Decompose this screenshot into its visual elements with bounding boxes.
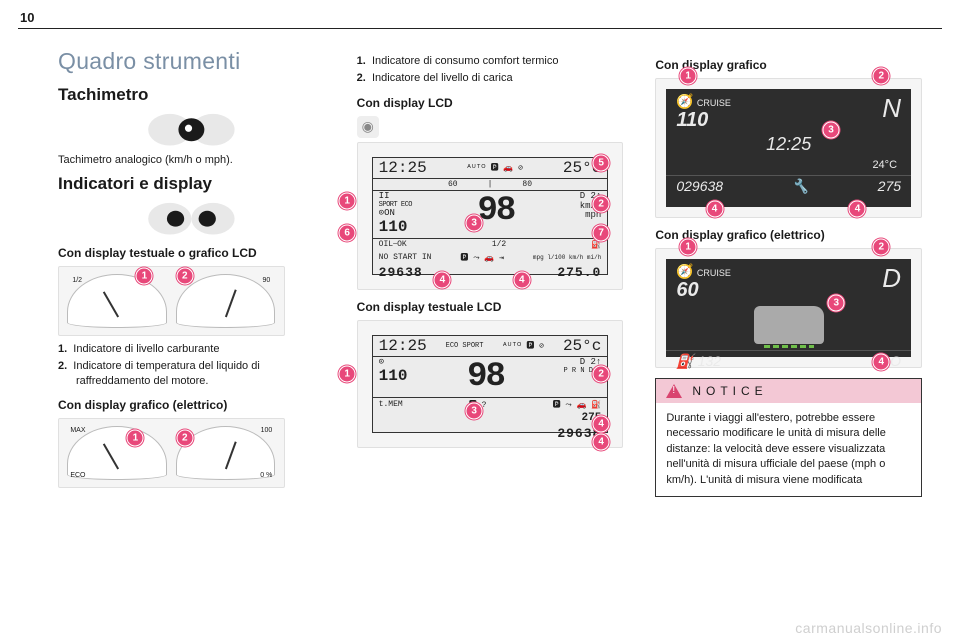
callout-badge: 7 xyxy=(593,225,610,242)
callout-badge: 2 xyxy=(593,365,610,382)
callout-badge: 4 xyxy=(434,271,451,288)
callout-badge: 6 xyxy=(339,225,356,242)
cluster-icon xyxy=(58,200,325,236)
callout-badge: 1 xyxy=(680,68,697,85)
figure-graphic-display-2: 🧭 CRUISE60 D ⛽ 132ECO 1234 xyxy=(655,248,922,368)
lcd-big-value: 98 xyxy=(467,358,504,396)
callout-badge: 3 xyxy=(466,214,483,231)
figure-lcd-display-1: 12:25ᴬᵁᵀᴼ 🅿 🚗 ⊘25°c 60|80 II SPORT ECO ⊙… xyxy=(357,142,624,290)
column-left: Quadro strumenti Tachimetro Tachimetro a… xyxy=(58,48,325,628)
list-item: 1. Indicatore di consumo comfort termico xyxy=(357,54,624,69)
gfx-temp: 24°C xyxy=(872,159,897,171)
callout-badge: 1 xyxy=(339,365,356,382)
heading-tachimetro: Tachimetro xyxy=(58,85,325,105)
lcd-unit-bot: mph xyxy=(580,211,602,221)
callout-badge: 4 xyxy=(593,433,610,450)
callout-badge: 2 xyxy=(873,238,890,255)
lcd-unit-right: mpg l/100 km/h mi/h xyxy=(533,255,601,260)
lcd-big-value: 98 xyxy=(477,192,514,230)
gauge-label: 100 xyxy=(261,427,273,434)
figure-dash-gauges-1: 1/2 1/290 12 xyxy=(58,266,285,336)
gauge-label: 90 xyxy=(263,277,271,284)
column-right: Con display grafico 🧭 CRUISE110 N 12:25 … xyxy=(655,48,922,628)
content-columns: Quadro strumenti Tachimetro Tachimetro a… xyxy=(58,48,922,628)
gfx-gear: N xyxy=(882,93,901,124)
list-item: 2. Indicatore di temperatura del liquido… xyxy=(58,359,325,389)
lcd-gear: D xyxy=(580,191,585,201)
gfx-cruise-value: 110 xyxy=(676,109,708,131)
callout-badge: 4 xyxy=(593,416,610,433)
lcd-trip: 275.0 xyxy=(557,265,601,280)
lcd-time: 12:25 xyxy=(379,337,427,355)
tacho-caption: Tachimetro analogico (km/h o mph). xyxy=(58,153,325,168)
notice-body: Durante i viaggi all'estero, potrebbe es… xyxy=(656,403,921,496)
lcd-speed: 110 xyxy=(379,219,412,237)
list-item: 1. Indicatore di livello carburante xyxy=(58,342,325,357)
watermark: carmanualsonline.info xyxy=(795,620,942,636)
gauge-label: ECO xyxy=(70,472,85,479)
list-top-legend: 1. Indicatore di consumo comfort termico… xyxy=(357,54,624,86)
callout-badge: 3 xyxy=(828,295,845,312)
van-icon xyxy=(754,306,824,344)
figure-lcd-display-2: 12:25ECO SPORTᴬᵁᵀᴼ 🅿 ⊘25°c ⊙110 98 D 2↑P… xyxy=(357,320,624,448)
gauge-label: 1/2 xyxy=(72,277,82,284)
callout-badge: 4 xyxy=(513,271,530,288)
list-item: 2. Indicatore del livello di carica xyxy=(357,71,624,86)
gfx-range: 132 xyxy=(698,353,721,369)
callout-badge: 2 xyxy=(873,68,890,85)
heading-lcd: Con display LCD xyxy=(357,96,624,110)
lcd-temp: 25°c xyxy=(563,337,601,355)
gfx-cruise-label: CRUISE xyxy=(697,98,731,108)
warning-icon xyxy=(666,384,682,398)
heading-graphic-electric-1: Con display grafico (elettrico) xyxy=(58,398,325,412)
figure-dash-gauges-2: MAX ECO 100 0 % 1 2 xyxy=(58,418,285,488)
callout-badge: 4 xyxy=(873,354,890,371)
callout-badge: 3 xyxy=(466,403,483,420)
gauge-label: 0 % xyxy=(260,472,272,479)
gfx-time: 12:25 xyxy=(766,134,811,154)
lcd-oil: OIL⎯OK xyxy=(379,240,407,249)
lcd-nostart: NO START IN xyxy=(379,253,432,262)
callout-badge: 1 xyxy=(127,430,144,447)
figure-graphic-display-1: 🧭 CRUISE110 N 12:25 24°C 029638🔧275 1234… xyxy=(655,78,922,218)
lcd-time: 12:25 xyxy=(379,159,427,177)
callout-badge: 4 xyxy=(849,200,866,217)
gfx-odo: 029638 xyxy=(676,178,723,195)
tachometer-icon xyxy=(58,111,325,147)
gfx-cruise-label: CRUISE xyxy=(697,268,731,278)
heading-text-lcd: Con display testuale o grafico LCD xyxy=(58,246,325,260)
lcd-on: ON xyxy=(384,208,395,218)
lcd-mem: t.MEM xyxy=(379,400,403,409)
callout-badge: 2 xyxy=(593,196,610,213)
gfx-trip: 275 xyxy=(878,178,901,195)
lcd-half: 1/2 xyxy=(492,240,506,249)
section-title: Quadro strumenti xyxy=(58,48,325,75)
list-gauge-legend-1: 1. Indicatore di livello carburante 2. I… xyxy=(58,342,325,389)
heading-text-lcd-2: Con display testuale LCD xyxy=(357,300,624,314)
page-number: 10 xyxy=(20,10,34,25)
lcd-gear: D xyxy=(580,357,585,367)
callout-badge: 2 xyxy=(176,268,193,285)
callout-badge: 3 xyxy=(823,122,840,139)
gfx-gear: D xyxy=(882,263,901,294)
callout-badge: 1 xyxy=(680,238,697,255)
lcd-speed: 110 xyxy=(379,368,408,386)
lcd-tags: ECO SPORT xyxy=(446,342,484,350)
callout-badge: 4 xyxy=(706,200,723,217)
callout-badge: 1 xyxy=(339,193,356,210)
column-middle: 1. Indicatore di consumo comfort termico… xyxy=(357,48,624,628)
top-rule xyxy=(18,28,942,29)
callout-badge: 2 xyxy=(176,430,193,447)
gauge-label: MAX xyxy=(70,427,85,434)
lcd-odo: 29638 xyxy=(379,265,423,280)
notice-header: NOTICE xyxy=(656,379,921,403)
notice-label: NOTICE xyxy=(692,384,767,398)
heading-indicatori: Indicatori e display xyxy=(58,174,325,194)
callout-badge: 1 xyxy=(136,268,153,285)
gfx-cruise-value: 60 xyxy=(676,279,698,301)
wrench-icon: 🔧 xyxy=(792,178,809,195)
notice-box: NOTICE Durante i viaggi all'estero, potr… xyxy=(655,378,922,497)
callout-badge: 5 xyxy=(593,155,610,172)
steering-wheel-icon: ◉ xyxy=(357,116,379,138)
